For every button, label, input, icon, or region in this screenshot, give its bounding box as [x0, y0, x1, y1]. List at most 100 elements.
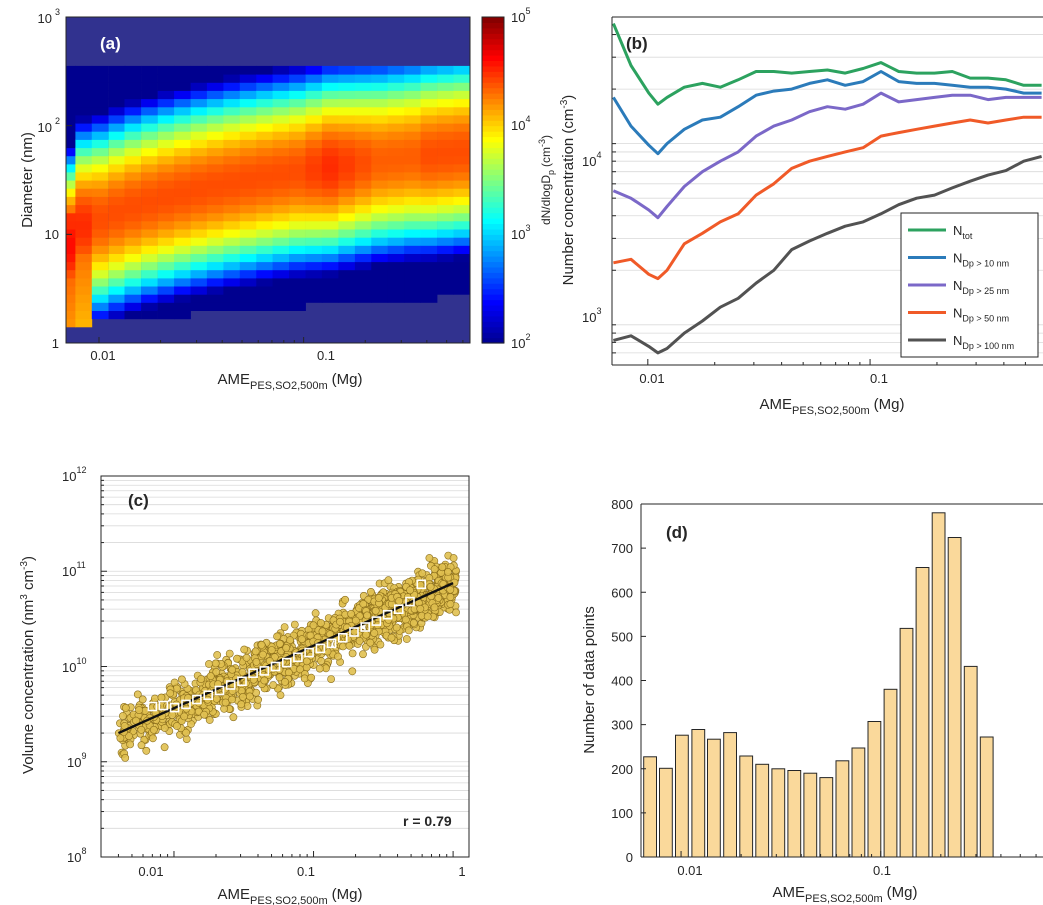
- bar: [963, 665, 978, 857]
- heatmap-cell: [387, 212, 405, 222]
- heatmap-cell: [321, 285, 339, 295]
- heatmap-cell: [66, 212, 76, 222]
- heatmap-cell: [190, 188, 208, 197]
- heatmap-cell: [206, 302, 224, 311]
- scatter-point: [334, 652, 342, 661]
- scatter-point: [374, 594, 383, 602]
- heatmap-cell: [108, 212, 126, 222]
- scatter-point: [137, 741, 146, 750]
- colorbar-segment: [482, 55, 504, 61]
- heatmap-cell: [239, 294, 257, 303]
- heatmap-cell: [387, 65, 405, 75]
- heatmap-cell: [321, 220, 339, 230]
- heatmap-cell: [354, 82, 372, 91]
- heatmap-cell: [387, 261, 405, 271]
- heatmap-cell: [75, 163, 93, 173]
- bar: [851, 747, 866, 857]
- scatter-point: [371, 606, 380, 615]
- heatmap-cell: [141, 74, 158, 83]
- heatmap-cell: [91, 163, 109, 173]
- heatmap-cell: [206, 90, 224, 100]
- scatter-point: [300, 674, 309, 683]
- scatter-point: [376, 640, 385, 649]
- heatmap-cell: [157, 188, 175, 197]
- heatmap-cell: [371, 74, 389, 83]
- heatmap-cell: [420, 212, 438, 222]
- heatmap-cell: [141, 204, 158, 214]
- heatmap-cell: [174, 220, 191, 230]
- x-tick-label: 0.01: [90, 348, 115, 363]
- heatmap-cell: [157, 65, 175, 75]
- heatmap-cell: [437, 147, 454, 157]
- heatmap-cell: [190, 131, 208, 140]
- heatmap-cell: [124, 204, 142, 214]
- heatmap-cell: [404, 74, 421, 83]
- heatmap-cell: [404, 188, 421, 197]
- heatmap-cell: [256, 220, 274, 230]
- median-marker: [337, 632, 348, 643]
- heatmap-cell: [453, 139, 470, 149]
- heatmap-cell: [289, 228, 306, 238]
- heatmap-cell: [190, 245, 208, 254]
- heatmap-cell: [354, 171, 372, 181]
- panel-d-x-axis-label: AMEPES,SO2,500m (Mg): [773, 884, 918, 905]
- heatmap-cell: [157, 220, 175, 230]
- heatmap-cell: [272, 123, 290, 132]
- heatmap-cell: [453, 90, 470, 100]
- heatmap-cell: [453, 131, 470, 140]
- heatmap-cell: [387, 253, 405, 263]
- heatmap-cell: [91, 253, 109, 263]
- median-marker: [281, 657, 292, 668]
- heatmap-cell: [141, 285, 158, 295]
- heatmap-cell: [371, 285, 389, 295]
- heatmap-cell: [108, 114, 126, 124]
- colorbar-segment: [482, 321, 504, 328]
- scatter-point: [251, 647, 260, 656]
- colorbar-segment: [482, 256, 504, 263]
- median-marker: [203, 690, 213, 701]
- scatter-point: [119, 712, 127, 720]
- bar: [739, 755, 754, 857]
- heatmap-cell: [223, 277, 241, 287]
- heatmap-cell: [124, 65, 142, 75]
- heatmap-cell: [338, 253, 356, 263]
- scatter-point: [341, 595, 349, 604]
- heatmap-cell: [256, 98, 274, 108]
- heatmap-cell: [206, 237, 224, 246]
- heatmap-cell: [174, 277, 191, 287]
- bar: [883, 688, 898, 857]
- heatmap-cell: [371, 220, 389, 230]
- heatmap-cell: [305, 261, 323, 271]
- heatmap-cell: [174, 204, 191, 214]
- heatmap-cell: [91, 212, 109, 222]
- heatmap-cell: [437, 188, 454, 197]
- heatmap-cell: [75, 171, 93, 181]
- heatmap-cell: [371, 204, 389, 214]
- colorbar-tick-label: 105: [511, 6, 530, 25]
- heatmap-cell: [66, 285, 76, 295]
- heatmap-cell: [124, 155, 142, 165]
- heatmap-cell: [239, 147, 257, 157]
- heatmap-cell: [453, 204, 470, 214]
- heatmap-cell: [387, 204, 405, 214]
- heatmap-cell: [190, 212, 208, 222]
- panel-d: 0 100 200 300 400 500 600 700 800 (d) 0.01 0.1 A…: [581, 497, 1043, 905]
- heatmap-cell: [305, 131, 323, 140]
- heatmap-cell: [354, 220, 372, 230]
- colorbar-label: dN/dlogDp(cm-3): [537, 135, 556, 225]
- heatmap-cell: [289, 253, 306, 263]
- scatter-point: [370, 645, 379, 654]
- scatter-point: [229, 713, 238, 722]
- heatmap-cell: [371, 106, 389, 116]
- scatter-point: [257, 641, 266, 649]
- heatmap-cell: [272, 114, 290, 124]
- y-tick-label: 109: [67, 751, 86, 770]
- heatmap-cell: [256, 204, 274, 214]
- heatmap-cell: [453, 228, 470, 238]
- heatmap-cell: [141, 123, 158, 132]
- heatmap-cell: [66, 269, 76, 279]
- heatmap-cell: [66, 163, 76, 173]
- heatmap-cell: [206, 180, 224, 189]
- heatmap-cell: [174, 188, 191, 197]
- heatmap-cell: [75, 253, 93, 263]
